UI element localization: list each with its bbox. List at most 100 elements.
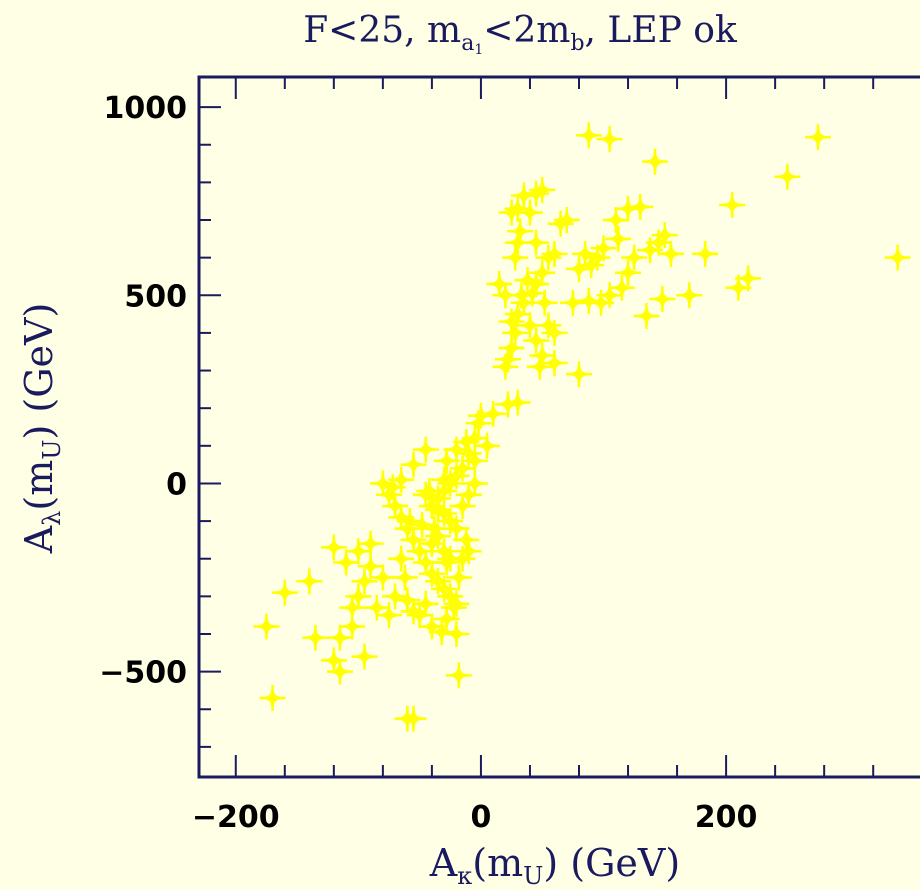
point-star [477,436,497,455]
point-star [361,557,380,576]
point-star [324,538,343,557]
data-point [523,270,550,297]
point-star [383,478,402,497]
point-star [343,617,362,636]
data-point [725,274,752,301]
point-star [808,128,828,147]
data-points [253,122,911,732]
point-star [449,666,468,685]
data-point [615,259,642,286]
data-point [504,195,531,222]
point-star [379,606,399,625]
data-point [719,191,746,218]
data-point [884,244,911,271]
data-point [431,466,458,493]
data-point [531,289,558,316]
data-point [676,282,703,309]
data-point [529,176,556,203]
data-point [535,244,562,271]
x-axis-label: Aκ(mU) (GeV) [429,841,680,890]
data-point [412,436,439,463]
y-tick-label: −500 [99,656,187,691]
data-point [649,286,676,313]
data-point [621,244,648,271]
point-star [398,591,417,610]
point-star [435,470,454,489]
point-star [637,306,656,326]
data-point [774,163,801,190]
x-tick-label: −200 [192,800,280,835]
point-star [649,233,668,252]
data-point [351,643,378,670]
point-star [888,248,907,267]
data-point [296,568,323,595]
data-point [394,587,421,614]
data-point [508,282,535,309]
data-point [602,207,629,234]
data-point [637,237,664,264]
point-star [257,617,276,636]
data-point [406,538,433,565]
point-star [582,256,601,275]
data-point [578,252,605,279]
point-star [367,598,386,617]
data-point [502,319,529,346]
point-star [778,167,797,186]
data-point [418,613,445,640]
point-star [447,624,466,644]
data-point [388,545,415,572]
data-point [326,624,353,651]
point-star [413,515,432,534]
y-tick-label: 500 [124,279,187,314]
plot-frame [197,75,920,779]
data-point [566,361,592,388]
data-point [633,302,660,329]
point-star [527,274,546,294]
point-star [535,293,554,312]
data-point [333,549,360,576]
point-star [514,186,533,205]
data-point [253,613,280,640]
data-point [529,259,556,286]
data-point [271,579,298,606]
data-point [433,549,460,576]
data-point [547,210,574,237]
data-point [498,199,525,226]
data-point [400,705,427,732]
point-star [324,651,343,670]
data-point [445,662,472,689]
point-star [514,293,533,312]
data-point [510,182,537,209]
data-point [566,255,592,282]
point-star [520,316,540,335]
data-point [498,334,525,361]
point-star [653,289,672,309]
point-star [641,241,660,260]
data-point [345,583,372,610]
data-point [461,470,488,497]
data-point [320,534,347,561]
point-star [422,617,441,636]
data-point [376,602,402,629]
data-point [455,538,482,565]
data-point [416,477,443,504]
data-point [523,327,550,354]
point-star [490,274,509,294]
data-point [351,568,378,595]
x-tick-label: 200 [695,800,758,835]
point-star [404,455,423,474]
point-star [355,572,374,591]
data-point [572,240,599,267]
data-point [657,240,684,267]
point-star [437,609,456,629]
point-star [539,248,558,267]
data-point [406,602,433,629]
point-star [465,429,484,448]
data-point [627,193,654,220]
point-star [453,496,472,516]
data-point [504,229,531,256]
data-point [553,207,580,234]
data-point [357,553,384,580]
data-point [369,564,396,591]
